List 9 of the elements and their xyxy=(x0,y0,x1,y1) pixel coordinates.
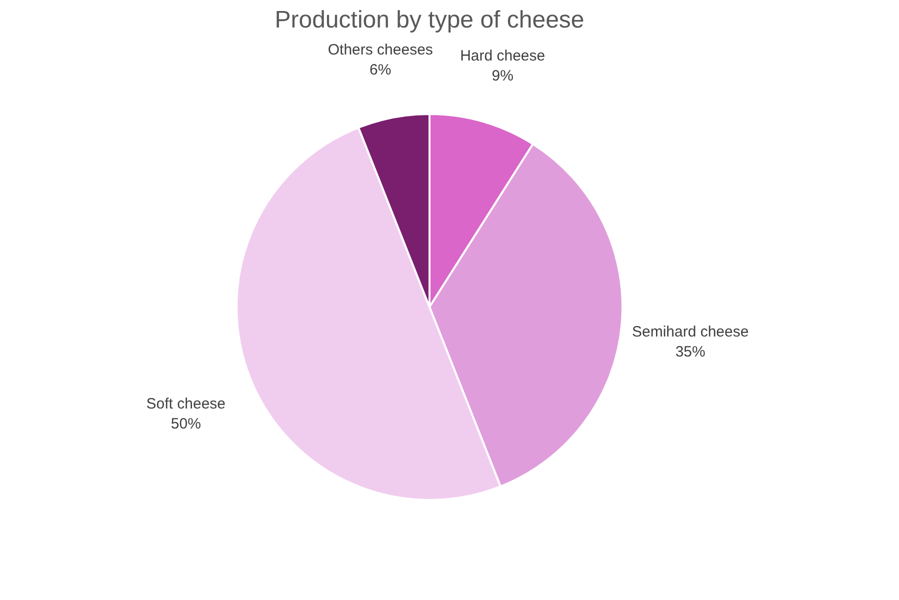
slice-label: Soft cheese xyxy=(146,395,226,412)
slice-label: Semihard cheese xyxy=(632,324,749,341)
slice-label: Hard cheese xyxy=(460,47,546,64)
slice-label: Others cheeses xyxy=(328,42,433,59)
data-label: 6% xyxy=(370,62,392,79)
data-label: 50% xyxy=(170,415,201,432)
data-label: 9% xyxy=(492,67,514,84)
chart-title: Production by type of cheese xyxy=(274,6,584,34)
data-label: 35% xyxy=(675,344,706,361)
